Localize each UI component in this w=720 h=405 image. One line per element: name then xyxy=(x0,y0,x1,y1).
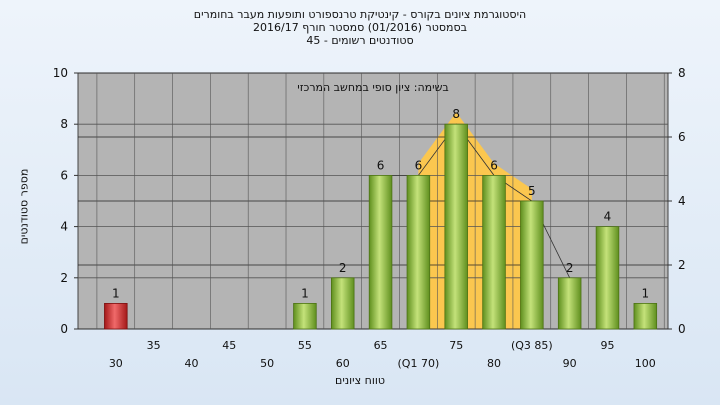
bar-75 xyxy=(444,123,468,330)
x-tick-label: 95 xyxy=(600,339,614,352)
x-tick-label: 90 xyxy=(563,357,577,370)
y2-tick-label: 6 xyxy=(678,130,686,144)
bar-100 xyxy=(633,302,658,330)
y-tick-label: 2 xyxy=(60,271,68,285)
chart-title: היסטוגרמת ציונים בקורס - קינטיקת טרנספור… xyxy=(193,8,527,21)
data-label-65: 6 xyxy=(377,158,385,172)
bar-55 xyxy=(293,302,317,330)
chart-subtitle-semester: 2016/17 בסמסטר (01/2016) סמסטר חורף xyxy=(253,21,467,34)
x-tick-label: 40 xyxy=(184,357,198,370)
y2-tick-label: 0 xyxy=(678,322,686,336)
x-tick-label: 50 xyxy=(260,357,274,370)
y2-tick-label: 4 xyxy=(678,194,686,208)
x-tick-label: (Q3 85) xyxy=(511,339,553,352)
bar-70 xyxy=(406,174,431,330)
x-tick-label: 60 xyxy=(336,357,350,370)
bar-30 xyxy=(104,302,128,330)
y-tick-label: 6 xyxy=(60,168,68,182)
data-label-100: 1 xyxy=(641,286,649,300)
bar-90 xyxy=(557,277,582,330)
chart-subtitle-registered: סטודנטים רשומים - 45 xyxy=(306,34,414,47)
data-label-75: 8 xyxy=(452,107,460,121)
bar-60 xyxy=(330,277,355,330)
data-label-55: 1 xyxy=(301,286,309,300)
y-tick-label: 10 xyxy=(53,66,68,80)
data-label-80: 6 xyxy=(490,158,498,172)
x-tick-label: 35 xyxy=(147,339,161,352)
bar-65 xyxy=(368,174,393,330)
y2-tick-label: 2 xyxy=(678,258,686,272)
bar-85 xyxy=(520,200,544,330)
chart-annotation: בשימה: ציון סופי במחשב המרכזי xyxy=(297,81,449,94)
x-tick-label: 65 xyxy=(374,339,388,352)
data-label-95: 4 xyxy=(604,210,612,224)
x-tick-label: 30 xyxy=(109,357,123,370)
x-tick-label: 45 xyxy=(222,339,236,352)
data-label-30: 1 xyxy=(112,286,120,300)
y-tick-label: 0 xyxy=(60,322,68,336)
data-label-90: 2 xyxy=(566,261,574,275)
x-tick-label: 80 xyxy=(487,357,501,370)
y-axis-label: מספר סטודנטים xyxy=(17,168,31,245)
chart-title-block: היסטוגרמת ציונים בקורס - קינטיקת טרנספור… xyxy=(0,8,720,47)
y-tick-label: 4 xyxy=(60,220,68,234)
data-label-70: 6 xyxy=(415,158,423,172)
x-tick-label: 75 xyxy=(449,339,463,352)
bar-95 xyxy=(595,226,620,330)
x-tick-label: (Q1 70) xyxy=(398,357,440,370)
data-label-85: 5 xyxy=(528,184,536,198)
x-axis-label: טווח ציונים xyxy=(335,374,385,387)
x-tick-label: 100 xyxy=(635,357,656,370)
bar-80 xyxy=(482,174,506,330)
x-tick-label: 55 xyxy=(298,339,312,352)
y2-tick-label: 8 xyxy=(678,66,686,80)
data-label-60: 2 xyxy=(339,261,347,275)
y-tick-label: 8 xyxy=(60,117,68,131)
